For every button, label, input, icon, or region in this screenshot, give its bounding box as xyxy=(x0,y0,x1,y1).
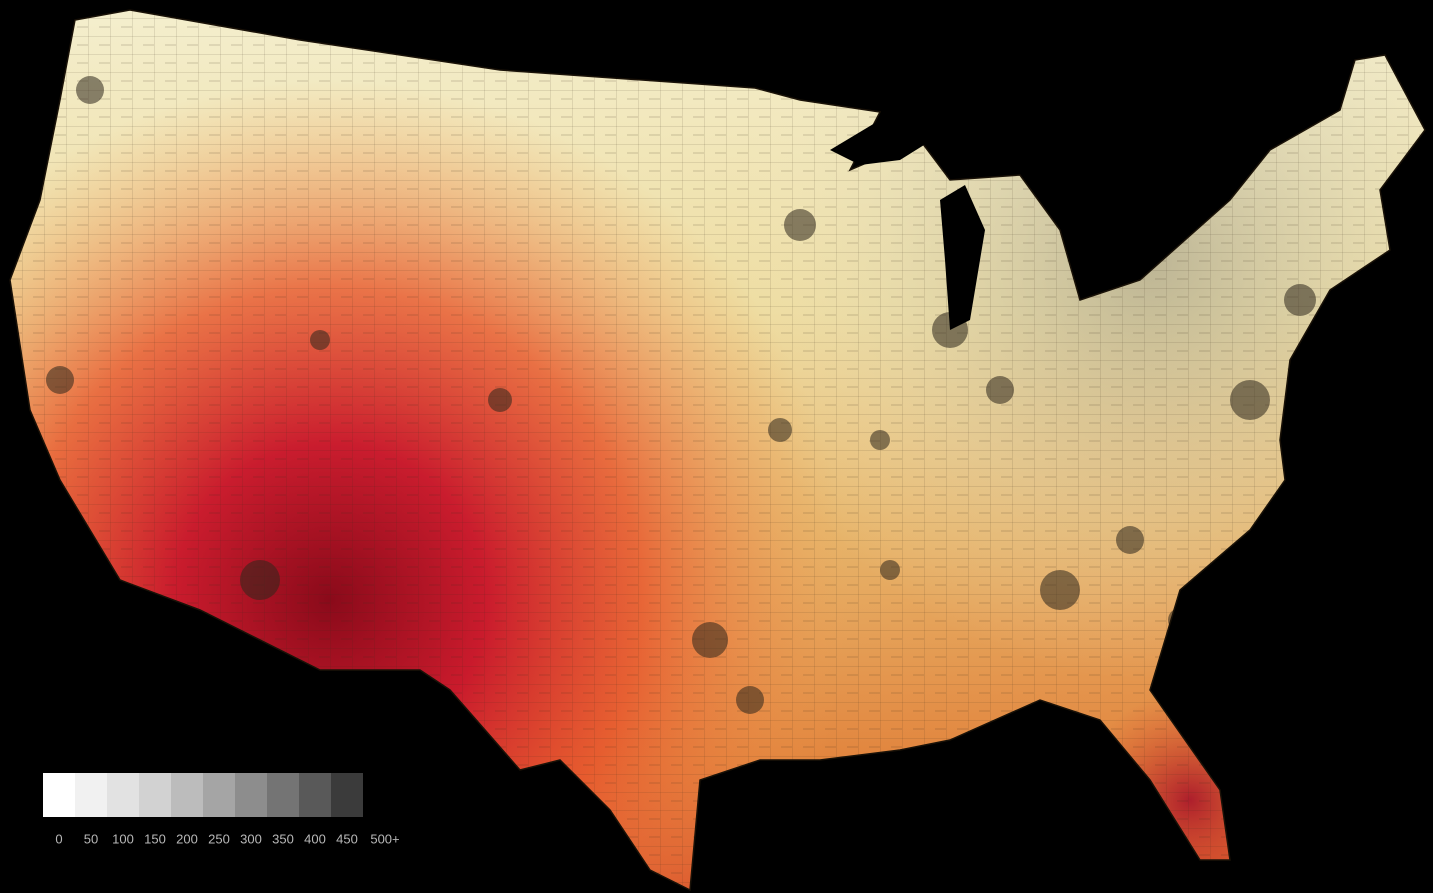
legend-tick-label: 150 xyxy=(144,831,166,846)
legend-swatch xyxy=(171,773,203,817)
legend-swatch xyxy=(75,773,107,817)
legend-tick-label: 350 xyxy=(272,831,294,846)
legend-swatch xyxy=(267,773,299,817)
legend-tick-label: 450 xyxy=(336,831,358,846)
legend-tick-label: 250 xyxy=(208,831,230,846)
legend-swatch xyxy=(235,773,267,817)
legend-swatch xyxy=(139,773,171,817)
legend-swatch xyxy=(107,773,139,817)
legend-tick-label: 0 xyxy=(55,831,62,846)
legend: 0 50 100 150 200 250 300 350 400 450 500+ xyxy=(43,773,400,846)
legend-swatch xyxy=(43,773,75,817)
lake-superior xyxy=(830,120,940,165)
legend-swatch xyxy=(203,773,235,817)
legend-tick-label: 200 xyxy=(176,831,198,846)
legend-tick-label: 100 xyxy=(112,831,134,846)
legend-tick-label: 500+ xyxy=(370,831,399,846)
legend-tick-label: 300 xyxy=(240,831,262,846)
legend-tick-label: 400 xyxy=(304,831,326,846)
legend-tick-label: 50 xyxy=(84,831,98,846)
legend-swatch xyxy=(331,773,363,817)
legend-swatch xyxy=(299,773,331,817)
lake-michigan xyxy=(940,185,985,330)
